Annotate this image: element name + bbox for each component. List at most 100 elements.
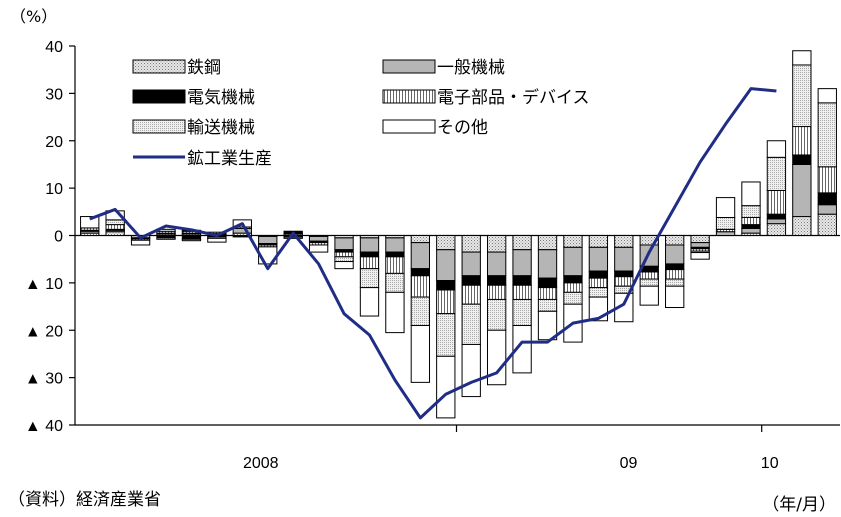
- bar-segment: [665, 278, 685, 287]
- bar-segment: [385, 272, 405, 293]
- bar-segment: [512, 275, 532, 286]
- bar-segment: [792, 216, 812, 237]
- bar-segment: [410, 325, 431, 383]
- bar-segment: [334, 261, 354, 270]
- bar-segment: [410, 296, 431, 327]
- bar-segment: [817, 192, 837, 206]
- y-tick-label: ▲ 20: [25, 323, 63, 340]
- bar-segment: [715, 197, 736, 218]
- bar-segment: [486, 251, 507, 277]
- bar-segment: [741, 181, 761, 207]
- legend-label: 一般機械: [437, 58, 505, 78]
- bar-segment: [436, 355, 456, 419]
- bar-segment: [334, 251, 354, 258]
- legend-label: 鉱工業生産: [187, 149, 272, 169]
- bar-segment: [486, 329, 507, 386]
- y-unit-label: （%）: [10, 7, 57, 26]
- bar-segment: [792, 64, 812, 128]
- bar-segment: [308, 244, 329, 253]
- year-label: 09: [620, 455, 638, 472]
- bar-segment: [130, 239, 151, 246]
- bar-segment: [639, 285, 659, 306]
- bar-segment: [563, 275, 583, 284]
- bar-segment: [817, 213, 837, 236]
- bar-segment: [792, 50, 812, 66]
- bar-segment: [436, 313, 456, 357]
- bar-segment: [461, 303, 481, 345]
- bar-segment: [486, 275, 507, 286]
- bar-segment: [766, 156, 787, 191]
- bar-segment: [614, 276, 634, 287]
- bar-segment: [614, 270, 634, 278]
- bar-segment: [588, 270, 609, 279]
- bar-segment: [614, 235, 634, 248]
- bars-layer: [80, 50, 837, 419]
- bar-segment: [665, 263, 685, 271]
- year-label: 2008: [243, 455, 279, 472]
- bar-segment: [537, 235, 558, 251]
- y-tick-label: 30: [45, 86, 63, 103]
- bar-segment: [156, 237, 176, 240]
- bar-segment: [665, 244, 685, 265]
- bar-segment: [741, 216, 761, 226]
- bar-segment: [537, 249, 558, 279]
- y-tick-label: 0: [54, 229, 63, 246]
- bar-segment: [690, 242, 710, 248]
- legend-label: その他: [437, 118, 488, 138]
- bar-segment: [715, 231, 736, 237]
- bar-segment: [766, 140, 787, 158]
- bar-segment: [665, 285, 685, 309]
- series-line-mining-production: [89, 87, 777, 420]
- bar-segment: [486, 298, 507, 331]
- bar-segment: [614, 246, 634, 272]
- y-tick-label: 20: [45, 134, 63, 151]
- bar-segment: [105, 219, 125, 226]
- bar-segment: [588, 277, 609, 289]
- y-tick-label: 40: [45, 39, 63, 56]
- year-label: 10: [761, 455, 779, 472]
- bar-segment: [359, 251, 380, 258]
- legend-swatch: [132, 59, 186, 74]
- bar-segment: [436, 249, 456, 282]
- bar-segment: [232, 235, 252, 238]
- bar-segment: [461, 275, 481, 286]
- bar-segment: [359, 268, 380, 289]
- bar-segment: [563, 282, 583, 293]
- bar-segment: [588, 287, 609, 298]
- line-layer: [89, 87, 777, 420]
- bar-segment: [105, 231, 125, 237]
- bar-segment: [181, 238, 202, 242]
- bar-segment: [308, 235, 329, 242]
- legend-label: 鉄鋼: [187, 58, 221, 78]
- x-unit-label: （年/月）: [762, 495, 836, 515]
- source-note: （資料）経済産業省: [8, 490, 161, 510]
- bar-segment: [258, 235, 278, 245]
- legend-label: 電気機械: [187, 88, 255, 108]
- bar-segment: [537, 310, 558, 341]
- bar-segment: [461, 343, 481, 398]
- bar-segment: [792, 126, 812, 156]
- bar-segment: [359, 287, 380, 317]
- bar-segment: [486, 284, 507, 300]
- bar-segment: [512, 325, 532, 374]
- bar-segment: [461, 284, 481, 305]
- bar-segment: [665, 269, 685, 280]
- bar-segment: [512, 284, 532, 300]
- bar-segment: [359, 237, 380, 253]
- bar-segment: [436, 289, 456, 315]
- bar-segment: [436, 235, 456, 251]
- bar-segment: [766, 189, 787, 215]
- bar-segment: [181, 235, 202, 240]
- bar-segment: [283, 237, 303, 239]
- bar-segment: [385, 291, 405, 334]
- legend-swatch: [382, 59, 436, 74]
- bar-segment: [817, 88, 837, 104]
- bar-segment: [766, 218, 787, 225]
- bar-segment: [792, 154, 812, 165]
- bar-segment: [359, 256, 380, 270]
- bar-segment: [690, 252, 710, 260]
- bar-segment: [436, 280, 456, 291]
- bar-segment: [563, 246, 583, 277]
- bar-segment: [334, 237, 354, 251]
